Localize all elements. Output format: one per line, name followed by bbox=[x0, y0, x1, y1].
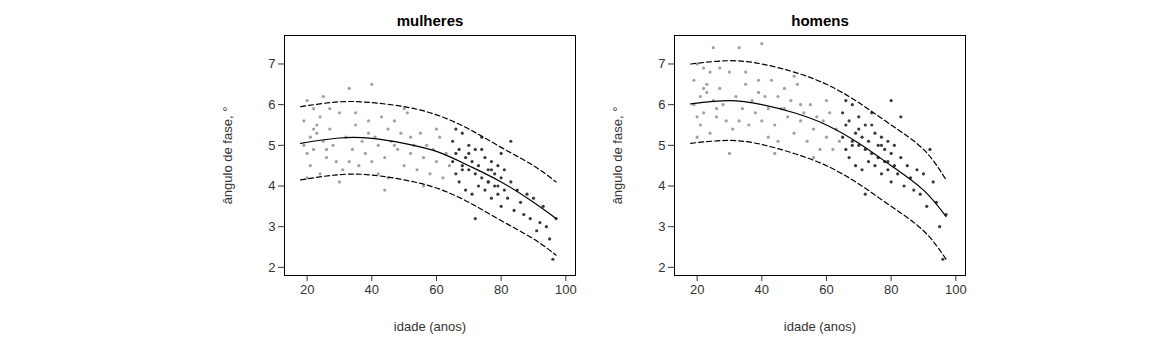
svg-text:idade (anos): idade (anos) bbox=[394, 319, 466, 334]
svg-text:6: 6 bbox=[268, 97, 275, 112]
svg-text:2: 2 bbox=[268, 260, 275, 275]
svg-text:7: 7 bbox=[268, 56, 275, 71]
svg-text:80: 80 bbox=[494, 282, 508, 297]
svg-text:idade (anos): idade (anos) bbox=[784, 319, 856, 334]
svg-text:5: 5 bbox=[658, 137, 665, 152]
svg-text:ângulo de fase, °: ângulo de fase, ° bbox=[220, 107, 235, 205]
svg-text:80: 80 bbox=[884, 282, 898, 297]
svg-text:ângulo de fase, °: ângulo de fase, ° bbox=[610, 107, 625, 205]
svg-text:3: 3 bbox=[268, 219, 275, 234]
svg-text:100: 100 bbox=[945, 282, 967, 297]
svg-text:5: 5 bbox=[268, 137, 275, 152]
svg-text:mulheres: mulheres bbox=[397, 12, 464, 29]
svg-text:6: 6 bbox=[658, 97, 665, 112]
svg-text:4: 4 bbox=[658, 178, 665, 193]
svg-text:40: 40 bbox=[755, 282, 769, 297]
svg-text:3: 3 bbox=[658, 219, 665, 234]
svg-text:2: 2 bbox=[658, 260, 665, 275]
svg-text:7: 7 bbox=[658, 56, 665, 71]
svg-text:100: 100 bbox=[555, 282, 577, 297]
svg-text:40: 40 bbox=[365, 282, 379, 297]
svg-text:20: 20 bbox=[300, 282, 314, 297]
svg-text:homens: homens bbox=[791, 12, 849, 29]
svg-text:20: 20 bbox=[690, 282, 704, 297]
svg-text:60: 60 bbox=[819, 282, 833, 297]
svg-text:60: 60 bbox=[429, 282, 443, 297]
svg-text:4: 4 bbox=[268, 178, 275, 193]
